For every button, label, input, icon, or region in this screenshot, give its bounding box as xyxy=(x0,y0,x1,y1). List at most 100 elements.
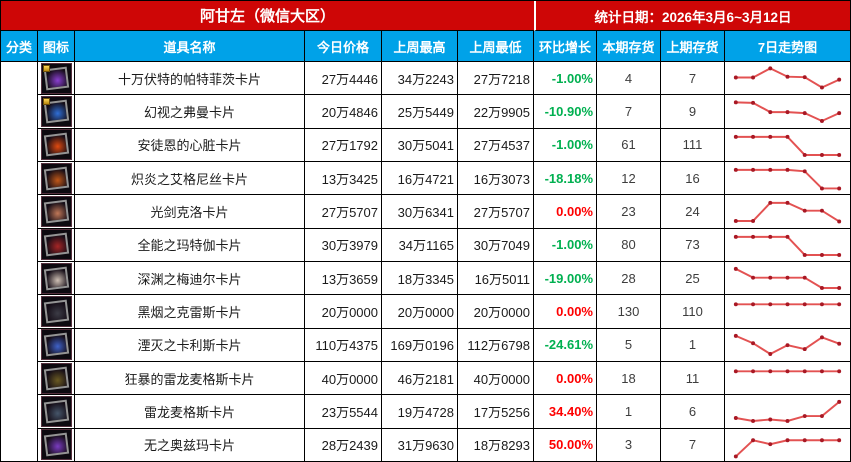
item-name: 雷龙麦格斯卡片 xyxy=(75,395,305,428)
trend-sparkline xyxy=(725,362,850,394)
stock-current: 5 xyxy=(597,328,661,361)
week-low-price: 18万8293 xyxy=(458,428,534,461)
stock-previous: 16 xyxy=(661,161,725,195)
stock-previous: 11 xyxy=(661,361,725,395)
pct-change: -10.90% xyxy=(534,95,597,128)
week-low-price: 27万4537 xyxy=(458,128,534,161)
item-name: 无之奥兹玛卡片 xyxy=(75,428,305,461)
item-icon-cell xyxy=(38,195,75,228)
table-row: 湮灭之卡利斯卡片 110万4375 169万0196 112万6798 -24.61% 5… xyxy=(38,328,850,362)
item-card-icon xyxy=(40,129,72,161)
today-price: 27万5707 xyxy=(305,195,382,228)
item-card-icon xyxy=(40,62,72,94)
trend-sparkline xyxy=(725,62,850,94)
week-high-price: 20万0000 xyxy=(382,295,458,328)
stock-previous: 24 xyxy=(661,195,725,228)
week-low-price: 16万3073 xyxy=(458,161,534,195)
week-high-price: 169万0196 xyxy=(382,328,458,361)
week-low-price: 17万5256 xyxy=(458,395,534,428)
item-icon-cell xyxy=(38,228,75,261)
week-low-price: 40万0000 xyxy=(458,361,534,395)
week-high-price: 30万5041 xyxy=(382,128,458,161)
item-icon-cell xyxy=(38,261,75,295)
trend-sparkline xyxy=(725,295,850,327)
week-low-price: 20万0000 xyxy=(458,295,534,328)
item-name: 十万伏特的帕特菲茨卡片 xyxy=(75,62,305,95)
today-price: 23万5544 xyxy=(305,395,382,428)
stock-current: 18 xyxy=(597,361,661,395)
item-icon-cell xyxy=(38,428,75,461)
week-low-price: 27万5707 xyxy=(458,195,534,228)
table-row: 十万伏特的帕特菲茨卡片 27万4446 34万2243 27万7218 -1.00% 4 7 xyxy=(38,62,850,96)
item-name: 安徒恩的心脏卡片 xyxy=(75,128,305,161)
pct-change: 0.00% xyxy=(534,361,597,395)
week-high-price: 34万1165 xyxy=(382,228,458,261)
pct-change: -18.18% xyxy=(534,161,597,195)
stock-previous: 6 xyxy=(661,395,725,428)
stock-current: 28 xyxy=(597,261,661,295)
week-low-price: 16万5011 xyxy=(458,261,534,295)
pct-change: -1.00% xyxy=(534,62,597,95)
table-row: 光剑克洛卡片 27万5707 30万6341 27万5707 0.00% 23 24 xyxy=(38,195,850,229)
table-row: 雷龙麦格斯卡片 23万5544 19万4728 17万5256 34.40% 1 6 xyxy=(38,395,850,429)
week-high-price: 19万4728 xyxy=(382,395,458,428)
column-header-name: 道具名称 xyxy=(75,31,305,62)
today-price: 30万3979 xyxy=(305,228,382,261)
today-price: 27万1792 xyxy=(305,128,382,161)
item-icon-cell xyxy=(38,295,75,328)
rank-badge-icon xyxy=(42,64,50,72)
week-low-price: 27万7218 xyxy=(458,62,534,95)
stock-previous: 73 xyxy=(661,228,725,261)
table-rows: 十万伏特的帕特菲茨卡片 27万4446 34万2243 27万7218 -1.00% 4 7… xyxy=(38,62,850,461)
week-high-price: 34万2243 xyxy=(382,62,458,95)
table-row: 炽炎之艾格尼丝卡片 13万3425 16万4721 16万3073 -18.18% 12 1… xyxy=(38,161,850,196)
stock-previous: 7 xyxy=(661,428,725,461)
week-low-price: 30万7049 xyxy=(458,228,534,261)
column-header-trend: 7日走势图 xyxy=(725,31,850,62)
table-row: 狂暴的雷龙麦格斯卡片 40万0000 46万2181 40万0000 0.00% 18 11 xyxy=(38,361,850,396)
today-price: 40万0000 xyxy=(305,361,382,395)
today-price: 20万4846 xyxy=(305,95,382,128)
item-icon-cell xyxy=(38,328,75,361)
title-bar: 阿甘左（微信大区） 统计日期：2026年3月6~3月12日 xyxy=(1,1,850,31)
stock-current: 1 xyxy=(597,395,661,428)
item-name: 黑烟之克雷斯卡片 xyxy=(75,295,305,328)
stats-date: 统计日期：2026年3月6~3月12日 xyxy=(534,1,850,31)
trend-sparkline xyxy=(725,162,850,194)
stock-current: 23 xyxy=(597,195,661,228)
item-card-icon xyxy=(40,329,72,361)
region-title: 阿甘左（微信大区） xyxy=(1,1,534,31)
column-header-snow: 本期存货 xyxy=(597,31,661,62)
table-header-row: 分类 图标 道具名称 今日价格 上周最高 上周最低 环比增长 本期存货 上期存货 7日走势图 xyxy=(1,31,850,62)
table-row: 幻视之弗曼卡片 20万4846 25万5449 22万9905 -10.90% 7 9 xyxy=(38,95,850,129)
today-price: 13万3425 xyxy=(305,161,382,195)
stock-current: 61 xyxy=(597,128,661,161)
pct-change: 0.00% xyxy=(534,195,597,228)
column-header-low: 上周最低 xyxy=(458,31,534,62)
week-high-price: 25万5449 xyxy=(382,95,458,128)
item-icon-cell xyxy=(38,128,75,161)
stock-previous: 25 xyxy=(661,261,725,295)
item-card-icon xyxy=(40,362,72,394)
week-high-price: 31万9630 xyxy=(382,428,458,461)
stock-previous: 7 xyxy=(661,62,725,95)
stock-current: 7 xyxy=(597,95,661,128)
pct-change: 34.40% xyxy=(534,395,597,428)
item-name: 狂暴的雷龙麦格斯卡片 xyxy=(75,361,305,395)
trend-sparkline xyxy=(725,195,850,227)
pct-change: -24.61% xyxy=(534,328,597,361)
item-card-icon xyxy=(40,229,72,261)
table-row: 无之奥兹玛卡片 28万2439 31万9630 18万8293 50.00% 3 7 xyxy=(38,428,850,461)
item-icon-cell xyxy=(38,95,75,128)
pct-change: -1.00% xyxy=(534,128,597,161)
stock-current: 12 xyxy=(597,161,661,195)
table-body: 十万伏特的帕特菲茨卡片 27万4446 34万2243 27万7218 -1.00% 4 7… xyxy=(1,62,850,461)
pct-change: 50.00% xyxy=(534,428,597,461)
column-header-today: 今日价格 xyxy=(305,31,382,62)
item-name: 炽炎之艾格尼丝卡片 xyxy=(75,161,305,195)
pct-change: -1.00% xyxy=(534,228,597,261)
item-icon-cell xyxy=(38,361,75,395)
item-name: 全能之玛特伽卡片 xyxy=(75,228,305,261)
trend-sparkline xyxy=(725,95,850,127)
week-low-price: 112万6798 xyxy=(458,328,534,361)
